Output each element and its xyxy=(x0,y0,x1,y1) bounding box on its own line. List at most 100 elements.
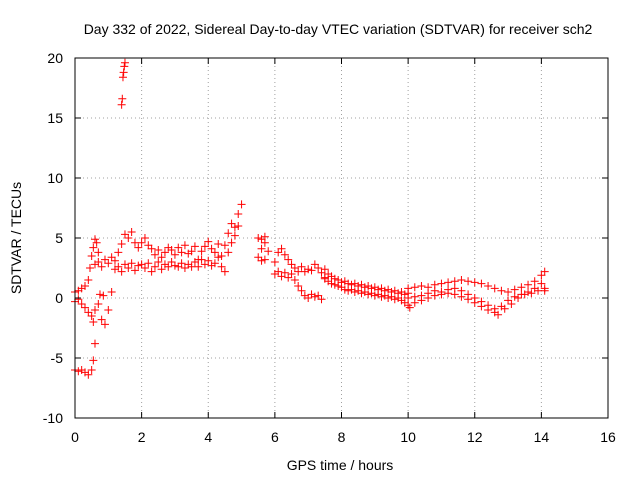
axis-ticks: 0 2 4 6 8 10 12 14 16 -10 -5 0 5 10 15 20 xyxy=(43,50,616,445)
data-point xyxy=(470,298,479,307)
data-point xyxy=(417,282,426,290)
data-point xyxy=(280,268,289,277)
data-point xyxy=(74,367,83,376)
data-point xyxy=(310,260,319,269)
data-point xyxy=(114,262,123,271)
data-point xyxy=(444,278,453,287)
data-point xyxy=(120,58,129,67)
data-point xyxy=(94,258,103,266)
data-point xyxy=(497,286,506,295)
y-tick-label: 0 xyxy=(55,290,63,306)
data-point xyxy=(297,262,306,271)
data-point xyxy=(210,248,219,257)
data-point xyxy=(297,286,306,295)
data-point xyxy=(87,366,96,374)
data-point xyxy=(100,320,109,329)
data-point xyxy=(170,250,179,259)
x-tick-label: 2 xyxy=(138,429,146,445)
data-point xyxy=(84,370,93,379)
x-tick-label: 12 xyxy=(467,429,483,445)
data-point xyxy=(74,295,83,304)
data-point xyxy=(197,255,206,264)
x-axis-label: GPS time / hours xyxy=(287,457,394,473)
data-point xyxy=(234,210,243,218)
data-point xyxy=(117,100,126,109)
data-point xyxy=(144,241,153,250)
data-point xyxy=(94,248,103,257)
data-point xyxy=(117,267,126,276)
data-point xyxy=(90,339,99,348)
x-tick-label: 14 xyxy=(534,429,550,445)
data-point xyxy=(524,280,533,289)
data-point xyxy=(127,228,136,236)
data-point xyxy=(477,279,486,288)
data-point xyxy=(180,241,189,250)
data-point xyxy=(457,276,466,284)
x-tick-label: 0 xyxy=(71,429,79,445)
data-point xyxy=(437,290,446,299)
data-point xyxy=(287,260,296,269)
data-point xyxy=(284,255,293,264)
data-point xyxy=(95,290,104,299)
data-point xyxy=(214,240,223,248)
data-point xyxy=(147,244,156,253)
data-point xyxy=(334,282,343,290)
data-point xyxy=(230,231,239,240)
data-point xyxy=(500,304,509,313)
data-point xyxy=(327,279,336,288)
data-point xyxy=(140,234,149,242)
data-point xyxy=(170,261,179,270)
data-point xyxy=(160,248,169,257)
data-point xyxy=(290,264,299,272)
y-tick-label: 5 xyxy=(55,230,63,246)
data-point xyxy=(307,266,316,275)
data-point xyxy=(104,259,113,268)
x-tick-label: 8 xyxy=(338,429,346,445)
x-tick-label: 4 xyxy=(204,429,212,445)
data-point xyxy=(89,356,98,365)
data-point xyxy=(514,294,523,302)
data-point xyxy=(310,292,319,301)
data-point xyxy=(517,283,526,292)
data-point xyxy=(118,94,127,103)
data-point xyxy=(84,276,93,284)
data-point xyxy=(90,306,99,314)
data-point xyxy=(254,253,263,262)
data-point xyxy=(137,260,146,269)
data-point xyxy=(370,291,379,300)
data-point xyxy=(260,255,269,264)
data-point xyxy=(510,285,519,294)
data-point xyxy=(230,223,239,232)
y-tick-label: 15 xyxy=(47,110,63,126)
data-point xyxy=(174,243,183,252)
data-point xyxy=(410,298,419,307)
data-point xyxy=(200,242,209,251)
data-point xyxy=(357,289,366,298)
data-point xyxy=(237,200,246,209)
data-point xyxy=(234,222,243,230)
data-point xyxy=(214,253,223,262)
data-point xyxy=(504,288,513,296)
data-point xyxy=(304,294,313,302)
data-point xyxy=(464,277,473,286)
data-point xyxy=(220,241,229,250)
data-point xyxy=(317,295,326,304)
data-point xyxy=(147,267,156,276)
data-point xyxy=(284,273,293,282)
data-point xyxy=(450,290,459,299)
x-tick-label: 6 xyxy=(271,429,279,445)
data-point xyxy=(150,250,159,259)
data-point xyxy=(527,289,536,298)
data-point xyxy=(87,312,96,320)
data-point xyxy=(350,288,359,296)
data-point xyxy=(257,244,266,253)
data-point xyxy=(89,318,98,326)
data-point xyxy=(270,258,279,266)
data-point xyxy=(167,258,176,266)
y-tick-label: 10 xyxy=(47,170,63,186)
y-tick-label: 20 xyxy=(47,50,63,66)
data-point xyxy=(477,302,486,311)
data-point xyxy=(154,258,163,266)
x-tick-label: 16 xyxy=(600,429,616,445)
data-point xyxy=(87,252,96,260)
